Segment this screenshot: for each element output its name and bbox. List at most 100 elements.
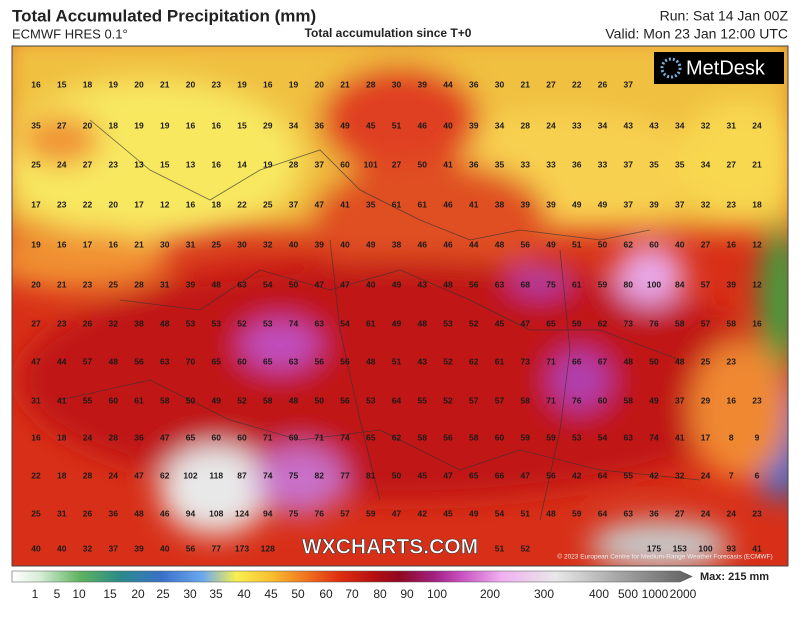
grid-value: 47 bbox=[521, 318, 531, 328]
grid-value: 76 bbox=[649, 318, 659, 328]
grid-value: 57 bbox=[701, 318, 711, 328]
grid-value: 25 bbox=[263, 199, 273, 209]
grid-value: 58 bbox=[469, 432, 479, 442]
grid-value: 94 bbox=[263, 508, 273, 518]
grid-value: 25 bbox=[31, 159, 41, 169]
watermark: WXCHARTS.COM bbox=[302, 536, 478, 559]
grid-value: 48 bbox=[212, 279, 222, 289]
grid-values: 16 15 18 19 20 21 20 23 19 16 19 20 21 28 30 39 44 36 30 21… bbox=[31, 79, 762, 553]
valid-time: Valid: Mon 23 Jan 12:00 UTC bbox=[605, 26, 788, 42]
grid-value: 37 bbox=[624, 159, 634, 169]
grid-value: 21 bbox=[521, 79, 531, 89]
grid-value: 50 bbox=[315, 395, 325, 405]
legend-label: 400 bbox=[589, 587, 609, 601]
grid-value: 55 bbox=[624, 470, 634, 480]
grid-value: 75 bbox=[546, 279, 556, 289]
grid-value: 33 bbox=[521, 159, 531, 169]
grid-value: 28 bbox=[134, 279, 144, 289]
grid-value: 45 bbox=[443, 508, 453, 518]
grid-value: 68 bbox=[521, 279, 531, 289]
grid-value: 9 bbox=[755, 432, 760, 442]
grid-value: 18 bbox=[109, 120, 119, 130]
grid-value: 28 bbox=[366, 79, 376, 89]
grid-value: 82 bbox=[315, 470, 325, 480]
grid-value: 102 bbox=[183, 470, 197, 480]
grid-value: 17 bbox=[701, 432, 711, 442]
grid-value: 63 bbox=[624, 432, 634, 442]
grid-value: 45 bbox=[495, 318, 505, 328]
grid-value: 61 bbox=[366, 318, 376, 328]
grid-value: 24 bbox=[752, 120, 762, 130]
grid-value: 58 bbox=[727, 318, 737, 328]
grid-value: 63 bbox=[624, 508, 634, 518]
grid-value: 63 bbox=[315, 318, 325, 328]
grid-value: 45 bbox=[366, 120, 376, 130]
grid-value: 74 bbox=[649, 432, 659, 442]
grid-value: 15 bbox=[237, 120, 247, 130]
grid-value: 48 bbox=[546, 508, 556, 518]
grid-value: 47 bbox=[443, 470, 453, 480]
grid-value: 31 bbox=[31, 395, 41, 405]
grid-value: 21 bbox=[134, 239, 144, 249]
grid-value: 128 bbox=[261, 543, 275, 553]
grid-value: 56 bbox=[340, 395, 350, 405]
grid-value: 16 bbox=[57, 239, 67, 249]
grid-value: 23 bbox=[109, 159, 119, 169]
grid-value: 50 bbox=[186, 395, 196, 405]
grid-value: 16 bbox=[727, 239, 737, 249]
grid-value: 54 bbox=[598, 432, 608, 442]
grid-value: 52 bbox=[521, 543, 531, 553]
grid-value: 37 bbox=[315, 159, 325, 169]
grid-value: 40 bbox=[57, 543, 67, 553]
grid-value: 57 bbox=[701, 279, 711, 289]
grid-value: 51 bbox=[392, 356, 402, 366]
legend-label: 50 bbox=[291, 587, 305, 601]
grid-value: 87 bbox=[237, 470, 247, 480]
grid-value: 15 bbox=[160, 159, 170, 169]
map-frame bbox=[11, 45, 789, 567]
grid-value: 56 bbox=[469, 279, 479, 289]
grid-value: 64 bbox=[392, 395, 402, 405]
grid-value: 16 bbox=[31, 79, 41, 89]
grid-value: 84 bbox=[675, 279, 685, 289]
grid-value: 71 bbox=[263, 432, 273, 442]
legend-label: 40 bbox=[237, 587, 251, 601]
legend-label: 80 bbox=[373, 587, 387, 601]
grid-value: 56 bbox=[186, 543, 196, 553]
grid-value: 64 bbox=[598, 508, 608, 518]
grid-value: 36 bbox=[469, 79, 479, 89]
grid-value: 56 bbox=[134, 356, 144, 366]
grid-value: 65 bbox=[366, 432, 376, 442]
grid-value: 60 bbox=[109, 395, 119, 405]
grid-value: 13 bbox=[186, 159, 196, 169]
grid-value: 35 bbox=[495, 159, 505, 169]
grid-value: 24 bbox=[727, 508, 737, 518]
grid-value: 49 bbox=[546, 239, 556, 249]
grid-value: 20 bbox=[134, 79, 144, 89]
grid-value: 20 bbox=[109, 199, 119, 209]
grid-value: 25 bbox=[109, 279, 119, 289]
grid-value: 80 bbox=[624, 279, 634, 289]
grid-value: 41 bbox=[340, 199, 350, 209]
grid-value: 58 bbox=[521, 395, 531, 405]
grid-value: 36 bbox=[315, 120, 325, 130]
grid-value: 42 bbox=[418, 508, 428, 518]
grid-value: 42 bbox=[649, 470, 659, 480]
grid-value: 62 bbox=[624, 239, 634, 249]
grid-value: 71 bbox=[546, 395, 556, 405]
grid-value: 54 bbox=[495, 508, 505, 518]
grid-value: 47 bbox=[134, 470, 144, 480]
grid-value: 51 bbox=[392, 120, 402, 130]
grid-value: 32 bbox=[263, 239, 273, 249]
grid-value: 29 bbox=[263, 120, 273, 130]
grid-value: 60 bbox=[598, 395, 608, 405]
grid-value: 23 bbox=[727, 199, 737, 209]
legend-label: 90 bbox=[400, 587, 414, 601]
grid-value: 13 bbox=[134, 159, 144, 169]
grid-value: 30 bbox=[160, 239, 170, 249]
grid-value: 22 bbox=[31, 470, 41, 480]
grid-value: 40 bbox=[443, 120, 453, 130]
grid-value: 31 bbox=[160, 279, 170, 289]
grid-value: 74 bbox=[289, 318, 299, 328]
